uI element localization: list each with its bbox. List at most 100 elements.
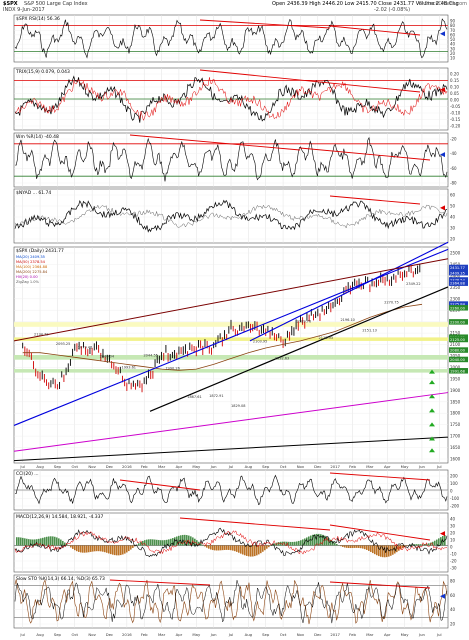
macd-histogram-bar <box>336 543 338 546</box>
macd-histogram-bar <box>128 545 130 552</box>
x-tick-label-bottom: Mar <box>366 632 374 637</box>
y-tick-label: 60 <box>450 32 456 37</box>
macd-histogram-bar <box>64 542 66 546</box>
macd-histogram-bar <box>92 545 94 552</box>
x-tick-label-top: Aug <box>245 464 253 469</box>
y-tick-label: 80 <box>450 23 456 28</box>
x-tick-label-bottom: Sep <box>54 632 62 637</box>
quote-line: Open 2436.39 High 2446.20 Low 2415.70 Cl… <box>272 1 459 7</box>
y-tick-label: 0.15 <box>450 78 459 83</box>
ma-legend-item: MA(200) 2275.84 <box>16 270 48 274</box>
y-tick-label: 0 <box>450 545 453 550</box>
value-tag: 2260.00 <box>450 306 466 310</box>
macd-histogram-bar <box>296 541 298 546</box>
macd-histogram-bar <box>370 545 372 552</box>
x-tick-label-top: May <box>401 464 410 469</box>
x-tick-label-bottom: May <box>401 632 410 637</box>
macd-histogram-bar <box>388 545 390 557</box>
price-annotation: 1993.61 <box>122 366 136 370</box>
macd-histogram-bar <box>38 538 40 546</box>
macd-histogram-bar <box>230 545 232 551</box>
x-tick-label-bottom: Feb <box>141 632 148 637</box>
signal-arrow-icon <box>440 31 445 37</box>
macd-histogram-bar <box>238 545 240 553</box>
macd-histogram-bar <box>362 545 364 549</box>
macd-histogram-bar <box>288 541 290 546</box>
macd-histogram-bar <box>152 539 154 546</box>
x-tick-label-top: Sep <box>54 464 62 469</box>
macd-histogram-bar <box>206 545 208 548</box>
blue-channel-upper <box>249 241 449 342</box>
x-tick-label-top: May <box>192 464 201 469</box>
support-band <box>14 337 448 341</box>
x-tick-label-top: Dec <box>106 464 113 469</box>
support-arrow-icon <box>429 380 435 385</box>
macd-histogram-bar <box>260 545 262 554</box>
ma-legend-item: HV(20) 0.00 <box>16 275 38 279</box>
y-tick-label: 2050 <box>450 354 461 359</box>
support-arrow-icon <box>429 394 435 399</box>
y-tick-label: -0.10 <box>450 111 461 116</box>
value-tag: 2409.35 <box>450 271 465 275</box>
macd-histogram-bar <box>76 545 78 552</box>
macd-histogram-bar <box>274 543 276 546</box>
value-tag: 2125.00 <box>450 338 466 342</box>
y-tick-label: 2100 <box>450 342 461 347</box>
value-tag-bg <box>449 368 468 374</box>
price-annotation: 2032.63 <box>275 356 289 360</box>
macd-histogram-bar <box>364 545 366 550</box>
x-tick-label-bottom: Jul <box>19 632 25 637</box>
symbol: $SPX <box>3 1 18 7</box>
macd-histogram-bar <box>234 545 236 552</box>
y-tick-label: 40 <box>450 42 456 47</box>
macd-histogram-bar <box>272 544 274 546</box>
y-tick-label: 50 <box>450 204 456 209</box>
macd-histogram-bar <box>112 545 114 555</box>
cci-line <box>14 474 448 506</box>
x-tick-label-top: Mar <box>366 464 374 469</box>
value-tag-bg <box>449 264 468 271</box>
macd-histogram-bar <box>248 545 250 557</box>
black-support-line <box>149 286 449 412</box>
macd-histogram-bar <box>34 539 36 546</box>
macd-histogram-bar <box>252 545 254 557</box>
y-tick-label: 1750 <box>450 422 461 427</box>
value-tag-bg <box>449 301 468 307</box>
macd-histogram-bar <box>380 545 382 557</box>
macd-histogram-bar <box>434 540 436 546</box>
rsi-line <box>14 18 448 59</box>
sto-k-line <box>14 579 448 625</box>
wpr-line <box>14 136 448 182</box>
price-annotation: 2151.13 <box>362 329 376 333</box>
macd-signal-line <box>14 530 448 555</box>
signal-arrow-icon <box>440 87 445 93</box>
macd-histogram-bar <box>300 540 302 546</box>
macd-histogram-bar <box>190 536 192 546</box>
macd-histogram-bar <box>390 545 392 556</box>
support-band <box>14 355 448 360</box>
macd-histogram-bar <box>104 545 106 553</box>
panel-label-trix: TRIX(15,9) 0.079, 0.043 <box>15 69 70 75</box>
price-annotation: 2134.72 <box>34 332 48 336</box>
panel-label-sto: Slow STO %K(14,3) 66.14, %D(3) 65.73 <box>16 576 105 582</box>
x-tick-label-top: Jun <box>210 464 218 469</box>
y-tick-label: 90 <box>450 19 456 24</box>
macd-histogram-bar <box>354 545 356 548</box>
macd-histogram-bar <box>268 545 270 548</box>
panel-label-rsi: $SPX RSI(14) 56.36 <box>16 16 60 22</box>
macd-histogram-bar <box>154 539 156 546</box>
macd-histogram-bar <box>108 545 110 554</box>
macd-histogram-bar <box>334 542 336 546</box>
signal-arrow-icon <box>440 152 445 158</box>
divergence-trendline <box>109 579 211 586</box>
macd-histogram-bar <box>80 545 82 553</box>
value-tag: 2275.84 <box>450 303 466 307</box>
y-tick-label: 10 <box>450 56 456 61</box>
y-tick-label: 2000 <box>450 365 461 370</box>
y-tick-label: 0.10 <box>450 85 459 90</box>
macd-histogram-bar <box>194 538 196 546</box>
macd-histogram-bar <box>266 545 268 549</box>
macd-histogram-bar <box>328 538 330 546</box>
